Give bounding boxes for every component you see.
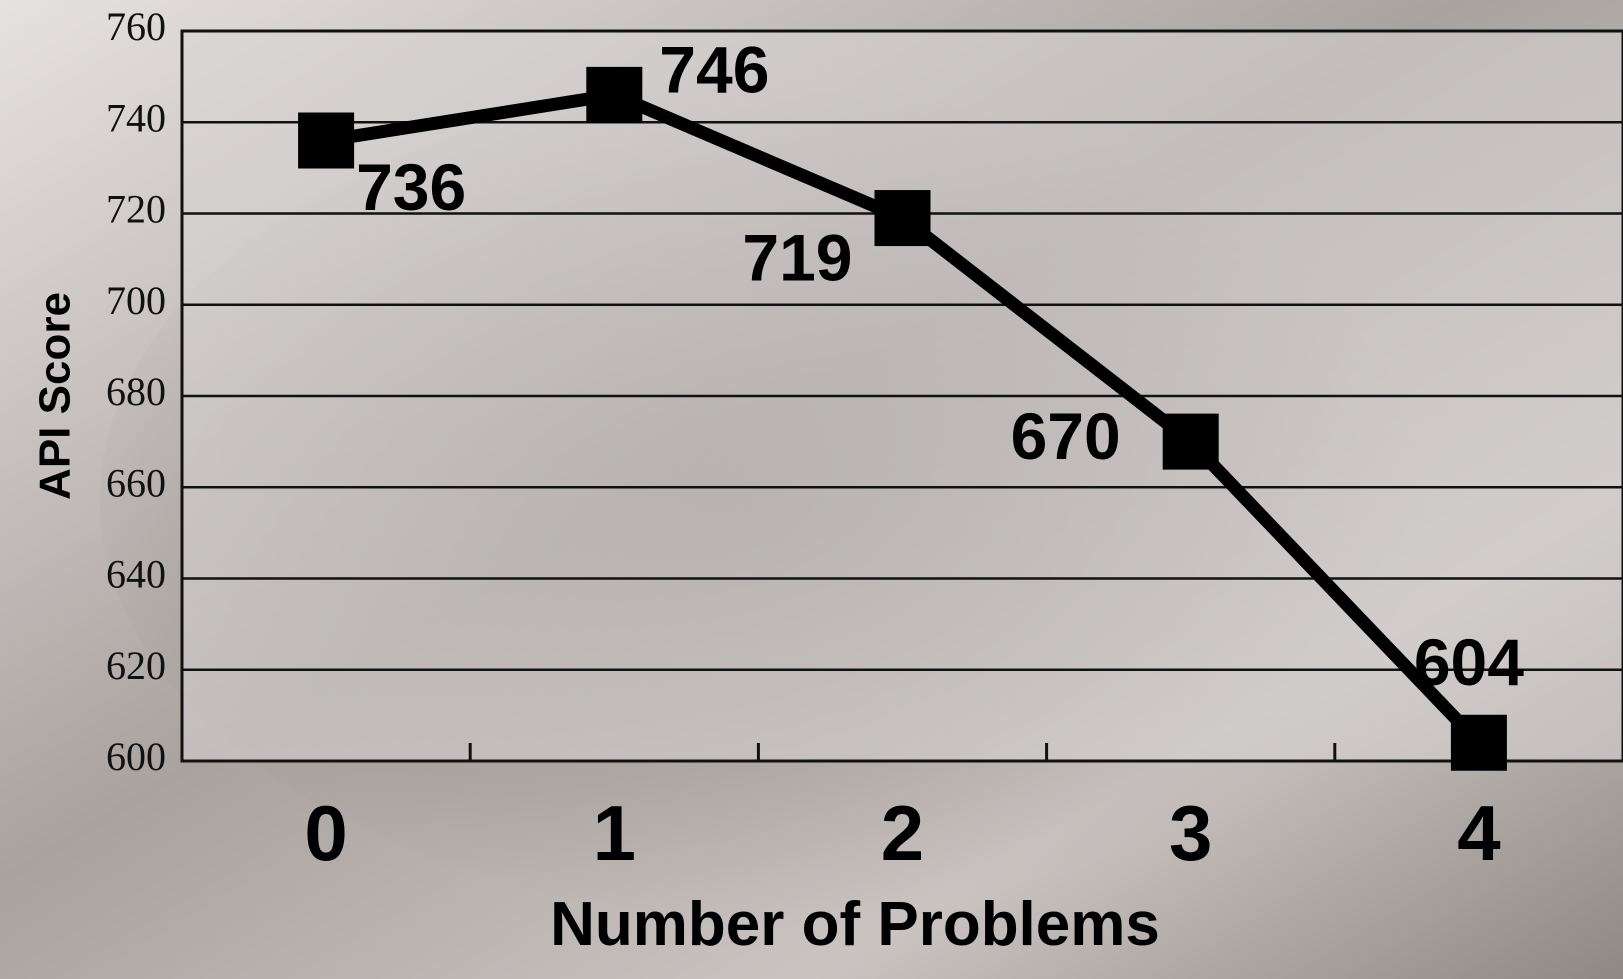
y-tick-label: 700 — [106, 278, 166, 323]
marker — [1450, 714, 1507, 771]
value-label: 719 — [742, 221, 852, 295]
y-axis-title: API Score — [31, 292, 80, 500]
marker — [874, 190, 931, 247]
marker — [586, 66, 643, 123]
y-tick-label: 760 — [106, 4, 166, 49]
value-label: 746 — [659, 32, 769, 106]
x-tick-label: 0 — [304, 789, 347, 877]
x-tick-label: 1 — [593, 789, 636, 877]
value-label: 670 — [1011, 399, 1121, 473]
y-tick-label: 680 — [106, 369, 166, 414]
y-tick-label: 620 — [106, 643, 166, 688]
x-axis-title: Number of Problems — [550, 890, 1160, 959]
value-label: 604 — [1414, 625, 1524, 699]
y-tick-label: 740 — [106, 95, 166, 140]
value-label: 736 — [356, 150, 466, 224]
y-tick-label: 600 — [106, 734, 166, 779]
y-tick-label: 720 — [106, 187, 166, 232]
marker — [1162, 413, 1219, 470]
x-tick-label: 3 — [1169, 789, 1212, 877]
x-tick-label: 2 — [881, 789, 924, 877]
y-tick-label: 640 — [106, 552, 166, 597]
y-tick-label: 660 — [106, 460, 166, 505]
marker — [298, 112, 355, 169]
x-tick-label: 4 — [1457, 789, 1500, 877]
